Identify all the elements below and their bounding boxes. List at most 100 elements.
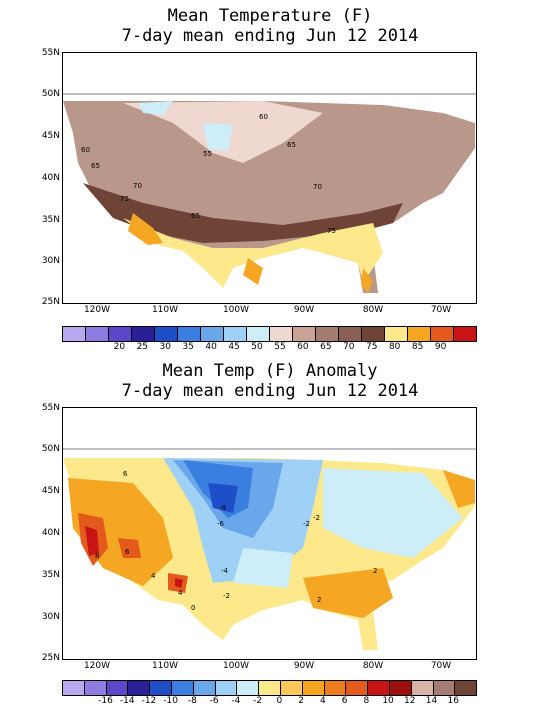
legend-label: 65 (320, 342, 332, 352)
top-contour-label: 70 (313, 183, 322, 191)
bottom-lat-label: 25N (41, 653, 60, 663)
top-title-line1: Mean Temperature (F) (167, 6, 373, 26)
legend-swatch (84, 681, 107, 695)
legend-label: 8 (363, 696, 370, 706)
bottom-contour-label: -2 (223, 592, 230, 600)
legend-swatch (389, 681, 412, 695)
top-lat-label: 50N (41, 89, 60, 99)
top-contour-label: 75 (120, 195, 129, 203)
legend-swatch (171, 681, 194, 695)
top-lat-label: 55N (41, 48, 60, 58)
legend-swatch (247, 327, 270, 341)
legend-swatch (63, 327, 86, 341)
legend-swatch (106, 681, 129, 695)
legend-label: 20 (113, 342, 126, 352)
bottom-lon-label: 120W (83, 661, 111, 671)
legend-swatch (150, 681, 172, 695)
legend-label: -6 (209, 696, 219, 706)
top-lon-label: 100W (222, 305, 250, 315)
bottom-lat-label: 45N (41, 486, 60, 496)
legend-label: -16 (98, 696, 113, 706)
top-lat-label: 35N (41, 215, 60, 225)
top-lat-label: 45N (41, 131, 60, 141)
legend-label: 16 (447, 696, 459, 706)
legend-label: 35 (182, 342, 194, 352)
legend-label: 45 (228, 342, 240, 352)
legend-label: 90 (434, 342, 447, 352)
bottom-contour-label: 4 (151, 572, 156, 580)
top-lat-label: 25N (41, 297, 60, 307)
top-lon-label: 120W (83, 305, 111, 315)
legend-label: -4 (231, 696, 241, 706)
top-lon-label: 70W (430, 305, 452, 315)
legend-swatch (224, 327, 247, 341)
bottom-contour-label: 0 (191, 604, 195, 612)
legend-label: 2 (298, 696, 304, 706)
legend-label: -14 (119, 696, 135, 706)
legend-swatch (201, 327, 224, 341)
legend-label: 4 (319, 696, 326, 706)
legend-swatch (385, 327, 408, 341)
legend-swatch (132, 327, 155, 341)
legend-swatch (455, 681, 477, 695)
legend-label: 75 (366, 342, 378, 352)
bottom-lat-label: 55N (41, 403, 60, 413)
bottom-lon-label: 90W (293, 661, 315, 671)
legend-label: 0 (276, 696, 283, 706)
bottom-contour-label: 8 (95, 552, 99, 560)
legend-swatch (362, 327, 385, 341)
legend-label: 85 (411, 342, 424, 352)
legend-swatch (431, 327, 454, 341)
bottom-contour-label: 6 (125, 548, 130, 556)
legend-swatch (270, 327, 293, 341)
bottom-lat-label: 50N (41, 444, 60, 454)
bottom-title-line2: 7-day mean ending Jun 12 2014 (121, 381, 419, 401)
legend-swatch (433, 681, 456, 695)
top-lon-label: 80W (362, 305, 384, 315)
legend-swatch (408, 327, 431, 341)
bottom-contour-label: -4 (221, 567, 229, 575)
legend-label: 10 (382, 696, 394, 706)
top-contour-label: 65 (287, 141, 296, 149)
top-color-legend (62, 326, 477, 342)
top-lat-label: 40N (41, 173, 60, 183)
bottom-color-legend (62, 680, 477, 696)
legend-swatch (237, 681, 260, 695)
legend-swatch (454, 327, 476, 341)
top-contour-label: 70 (133, 182, 142, 190)
legend-swatch (193, 681, 216, 695)
bottom-contour-label: -2 (303, 520, 310, 528)
legend-swatch (293, 327, 316, 341)
legend-swatch (324, 681, 347, 695)
legend-label: 70 (343, 342, 355, 352)
bottom-lat-label: 30N (41, 612, 60, 622)
top-contour-label: 65 (91, 162, 100, 170)
legend-label: 30 (159, 342, 171, 352)
top-temperature-map: 60 60 55 65 70 65 75 70 65 75 (63, 93, 476, 293)
legend-swatch (109, 327, 132, 341)
bottom-lat-label: 40N (41, 528, 60, 538)
legend-label: 80 (388, 342, 401, 352)
legend-swatch (280, 681, 303, 695)
legend-label: 12 (404, 696, 416, 706)
legend-swatch (128, 681, 151, 695)
bottom-lon-label: 80W (362, 661, 384, 671)
legend-swatch (178, 327, 201, 341)
legend-swatch (346, 681, 369, 695)
bottom-map-panel: -8 -6 -4 -2 -2 -2 0 2 2 4 6 8 4 6 (62, 407, 477, 660)
legend-label: 55 (274, 342, 286, 352)
legend-swatch (368, 681, 390, 695)
legend-label: 14 (425, 696, 438, 706)
legend-label: -8 (187, 696, 197, 706)
legend-label: -12 (141, 696, 157, 706)
top-contour-label: 65 (191, 212, 200, 220)
legend-label: -2 (253, 696, 263, 706)
legend-label: 25 (136, 342, 149, 352)
legend-swatch (259, 681, 281, 695)
bottom-lon-label: 110W (151, 661, 179, 671)
top-map-panel: 60 60 55 65 70 65 75 70 65 75 (62, 52, 477, 304)
top-contour-label: 75 (327, 227, 336, 235)
bottom-anomaly-map: -8 -6 -4 -2 -2 -2 0 2 2 4 6 8 4 6 (63, 448, 476, 650)
bottom-contour-label: 4 (178, 589, 183, 597)
top-contour-label: 60 (81, 146, 90, 154)
